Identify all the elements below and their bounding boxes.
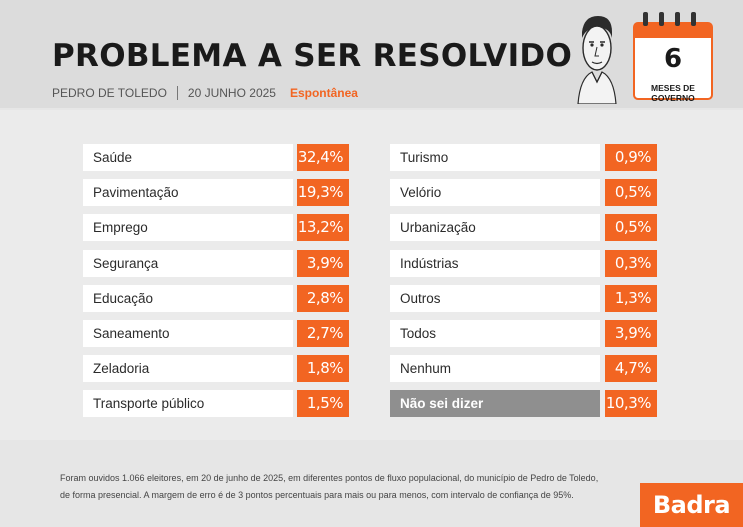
result-row: Educação 2,8% [83, 284, 349, 312]
result-label: Pavimentação [83, 179, 293, 207]
results-panel: Saúde 32,4% Pavimentação 19,3% Emprego 13,2% S… [0, 110, 743, 440]
result-label: Zeladoria [83, 355, 293, 383]
result-label: Indústrias [390, 249, 600, 277]
result-row: Urbanização 0,5% [390, 214, 657, 242]
result-row: Nenhum 4,7% [390, 355, 657, 383]
result-value: 1,8% [297, 355, 349, 383]
result-value: 10,3% [605, 390, 657, 418]
result-row: Transporte público 1,5% [83, 390, 349, 418]
result-label: Segurança [83, 249, 293, 277]
result-row: Segurança 3,9% [83, 249, 349, 277]
calendar-number: 6 [663, 44, 683, 74]
result-value: 4,7% [605, 355, 657, 383]
header: PROBLEMA A SER RESOLVIDO PEDRO DE TOLEDO… [0, 0, 743, 108]
result-row: Saneamento 2,7% [83, 320, 349, 347]
result-value: 32,4% [297, 144, 349, 171]
result-row: Velório 0,5% [390, 179, 657, 207]
brand-logo: Badra [640, 483, 743, 527]
result-row: Turismo 0,9% [390, 144, 657, 171]
result-label: Educação [83, 284, 293, 312]
result-row: Pavimentação 19,3% [83, 179, 349, 207]
result-value: 0,5% [605, 214, 657, 242]
result-label: Saneamento [83, 320, 293, 347]
subtitle-line: PEDRO DE TOLEDO 20 JUNHO 2025 Espontânea [52, 86, 358, 100]
result-row: Todos 3,9% [390, 320, 657, 347]
result-label: Todos [390, 320, 600, 347]
result-row: Saúde 32,4% [83, 144, 349, 171]
result-label: Transporte público [83, 390, 293, 418]
result-value: 2,8% [297, 284, 349, 312]
result-value: 0,3% [605, 249, 657, 277]
result-value: 19,3% [297, 179, 349, 207]
date-label: 20 JUNHO 2025 [187, 86, 276, 100]
methodology-note: Foram ouvidos 1.066 eleitores, em 20 de … [60, 470, 620, 504]
result-label: Outros [390, 284, 600, 312]
result-value: 3,9% [605, 320, 657, 347]
result-value: 1,3% [605, 284, 657, 312]
result-label: Velório [390, 179, 600, 207]
mayor-caricature-icon [577, 16, 617, 104]
survey-type-label: Espontânea [289, 86, 358, 100]
result-value: 13,2% [297, 214, 349, 242]
result-value: 0,9% [605, 144, 657, 171]
result-row: Emprego 13,2% [83, 214, 349, 242]
result-value: 1,5% [297, 390, 349, 418]
result-label: Turismo [390, 144, 600, 171]
result-row: Zeladoria 1,8% [83, 355, 349, 383]
result-row: Indústrias 0,3% [390, 249, 657, 277]
calendar-ring-icon [675, 12, 680, 26]
methodology-line-2: de forma presencial. A margem de erro é … [60, 490, 574, 500]
result-value: 0,5% [605, 179, 657, 207]
result-label: Não sei dizer [390, 390, 600, 418]
calendar-badge: 6 MESES DE GOVERNO [633, 12, 713, 103]
methodology-line-1: Foram ouvidos 1.066 eleitores, em 20 de … [60, 473, 599, 483]
result-value: 3,9% [297, 249, 349, 277]
result-row: Não sei dizer 10,3% [390, 390, 657, 418]
calendar-ring-icon [659, 12, 664, 26]
calendar-top-bar [635, 24, 711, 38]
result-label: Emprego [83, 214, 293, 242]
divider [176, 86, 178, 100]
calendar-label: MESES DE GOVERNO [651, 83, 695, 103]
result-label: Nenhum [390, 355, 600, 383]
calendar-ring-icon [643, 12, 648, 26]
calendar-ring-icon [691, 12, 696, 26]
calendar-body: 6 MESES DE GOVERNO [633, 22, 713, 103]
page-title: PROBLEMA A SER RESOLVIDO [52, 38, 573, 74]
result-row: Outros 1,3% [390, 284, 657, 312]
result-value: 2,7% [297, 320, 349, 347]
result-label: Urbanização [390, 214, 600, 242]
result-label: Saúde [83, 144, 293, 171]
location-label: PEDRO DE TOLEDO [52, 86, 167, 100]
